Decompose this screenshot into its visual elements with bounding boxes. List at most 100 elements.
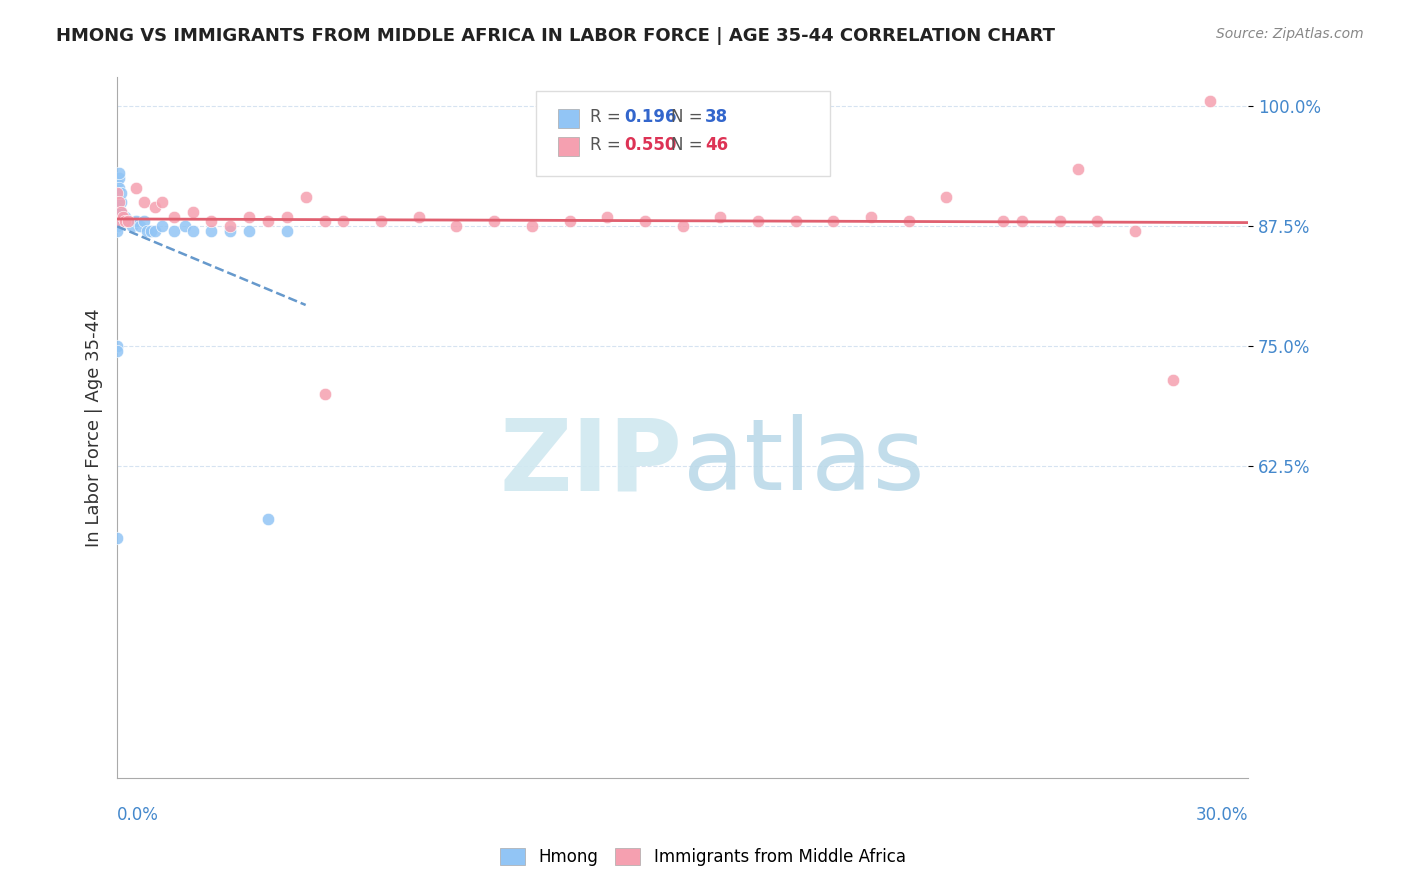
Point <box>181 224 204 238</box>
Point <box>200 224 222 238</box>
Point <box>558 214 581 228</box>
Point <box>111 214 134 228</box>
Point <box>257 214 280 228</box>
Point <box>747 214 769 228</box>
Legend: Hmong, Immigrants from Middle Africa: Hmong, Immigrants from Middle Africa <box>492 840 914 875</box>
Text: R =: R = <box>591 136 626 154</box>
Point <box>110 186 132 200</box>
Point <box>105 186 128 200</box>
Point <box>314 387 336 401</box>
Point <box>408 210 430 224</box>
Text: 30.0%: 30.0% <box>1195 806 1249 824</box>
Point <box>114 210 136 224</box>
Point <box>105 200 128 214</box>
Point <box>105 339 128 353</box>
Point <box>117 214 139 228</box>
Point <box>294 190 316 204</box>
Point <box>785 214 807 228</box>
Point <box>105 190 128 204</box>
Point <box>174 219 197 234</box>
Point <box>110 204 132 219</box>
Point <box>370 214 392 228</box>
Point <box>991 214 1014 228</box>
Point <box>709 210 731 224</box>
Point <box>105 204 128 219</box>
Point <box>105 224 128 238</box>
Point <box>181 204 204 219</box>
Text: HMONG VS IMMIGRANTS FROM MIDDLE AFRICA IN LABOR FORCE | AGE 35-44 CORRELATION CH: HMONG VS IMMIGRANTS FROM MIDDLE AFRICA I… <box>56 27 1056 45</box>
Point <box>139 224 162 238</box>
FancyBboxPatch shape <box>558 137 578 156</box>
Point <box>105 210 128 224</box>
Point <box>132 214 155 228</box>
Point <box>276 210 298 224</box>
Text: N =: N = <box>671 136 709 154</box>
Point <box>257 512 280 526</box>
Point <box>105 186 128 200</box>
Point <box>105 219 128 234</box>
Point <box>121 219 143 234</box>
Point <box>446 219 468 234</box>
Point <box>108 195 131 210</box>
Point <box>1049 214 1071 228</box>
Point <box>860 210 883 224</box>
Point <box>1123 224 1146 238</box>
Point <box>238 210 260 224</box>
Text: atlas: atlas <box>682 414 924 511</box>
Point <box>1199 95 1222 109</box>
Text: ZIP: ZIP <box>499 414 682 511</box>
Point <box>111 210 134 224</box>
Point <box>671 219 693 234</box>
Point <box>219 219 242 234</box>
Text: Source: ZipAtlas.com: Source: ZipAtlas.com <box>1216 27 1364 41</box>
Text: N =: N = <box>671 108 709 127</box>
Text: R =: R = <box>591 108 626 127</box>
Point <box>143 224 166 238</box>
Point <box>125 181 148 195</box>
Point <box>1161 373 1184 387</box>
Point <box>1067 161 1090 176</box>
Point <box>143 200 166 214</box>
Point <box>634 214 657 228</box>
Point <box>1011 214 1033 228</box>
Point <box>105 531 128 545</box>
Y-axis label: In Labor Force | Age 35-44: In Labor Force | Age 35-44 <box>86 309 103 547</box>
Point <box>117 214 139 228</box>
Point <box>823 214 845 228</box>
Point <box>108 181 131 195</box>
Point <box>114 214 136 228</box>
Point <box>128 219 150 234</box>
Point <box>152 195 174 210</box>
Point <box>935 190 957 204</box>
Point <box>332 214 354 228</box>
Text: 46: 46 <box>706 136 728 154</box>
Text: 0.550: 0.550 <box>624 136 676 154</box>
Text: 38: 38 <box>706 108 728 127</box>
FancyBboxPatch shape <box>558 109 578 128</box>
Point <box>136 224 159 238</box>
Point <box>596 210 619 224</box>
Point <box>152 219 174 234</box>
FancyBboxPatch shape <box>536 92 830 176</box>
Point <box>105 214 128 228</box>
Point <box>105 214 128 228</box>
Point <box>132 195 155 210</box>
Point <box>200 214 222 228</box>
Point <box>110 195 132 210</box>
Point <box>520 219 543 234</box>
Point <box>105 343 128 358</box>
Point <box>1085 214 1108 228</box>
Point <box>163 224 186 238</box>
Point <box>108 166 131 180</box>
Point <box>219 224 242 238</box>
Point <box>108 171 131 186</box>
Point <box>105 195 128 210</box>
Text: 0.196: 0.196 <box>624 108 676 127</box>
Text: 0.0%: 0.0% <box>117 806 159 824</box>
Point <box>110 204 132 219</box>
Point <box>238 224 260 238</box>
Point <box>105 176 128 190</box>
Point <box>897 214 920 228</box>
Point <box>163 210 186 224</box>
Point <box>482 214 505 228</box>
